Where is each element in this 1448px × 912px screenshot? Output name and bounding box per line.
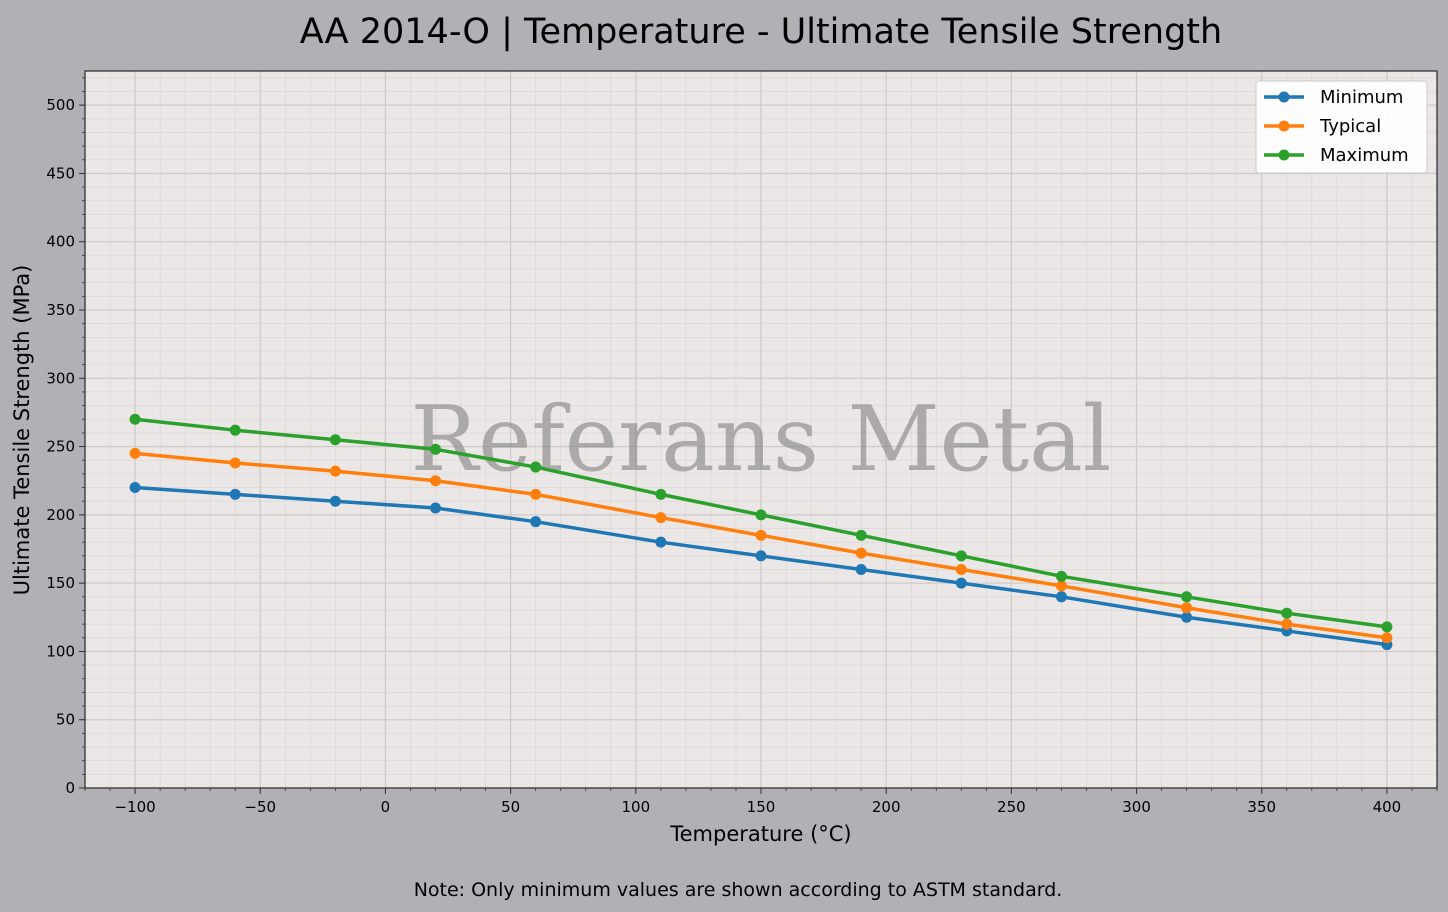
data-point <box>955 550 967 562</box>
data-point <box>229 457 241 469</box>
data-point <box>955 577 967 589</box>
data-point <box>430 475 442 487</box>
data-point <box>129 413 141 425</box>
x-tick-label: 150 <box>747 798 776 816</box>
series-maximum <box>129 413 1393 633</box>
grid <box>84 71 1438 789</box>
series-typical <box>129 447 1393 644</box>
y-tick-label: 350 <box>46 301 75 319</box>
data-point <box>655 536 667 548</box>
data-point <box>655 512 667 524</box>
data-point <box>329 465 341 477</box>
series-minimum <box>129 482 1393 651</box>
x-axis-label: Temperature (°C) <box>669 822 851 846</box>
data-point <box>329 495 341 507</box>
legend-label: Minimum <box>1320 87 1403 108</box>
watermark: Referans Metal <box>410 387 1111 492</box>
legend-marker <box>1278 120 1290 132</box>
x-tick-label: 200 <box>872 798 901 816</box>
x-tick-label: 300 <box>1122 798 1151 816</box>
y-axis-label: Ultimate Tensile Strength (MPa) <box>10 265 34 596</box>
y-tick-label: 100 <box>46 642 75 660</box>
data-point <box>530 516 542 528</box>
x-tick-label: 0 <box>381 798 391 816</box>
data-point <box>129 447 141 459</box>
data-point <box>1181 591 1193 603</box>
data-point <box>1281 618 1293 630</box>
x-tick-label: 50 <box>501 798 520 816</box>
x-tick-label: −100 <box>114 798 155 816</box>
x-tick-label: −50 <box>244 798 276 816</box>
x-tick-label: 100 <box>621 798 650 816</box>
data-point <box>1281 607 1293 619</box>
x-tick-label: 250 <box>997 798 1026 816</box>
y-tick-label: 200 <box>46 506 75 524</box>
data-point <box>855 547 867 559</box>
data-point <box>1381 632 1393 644</box>
footnote: Note: Only minimum values are shown acco… <box>414 879 1063 901</box>
data-point <box>430 502 442 514</box>
data-point <box>1055 580 1067 592</box>
data-point <box>1381 621 1393 633</box>
x-tick-label: 400 <box>1373 798 1402 816</box>
data-point <box>855 529 867 541</box>
y-tick-label: 150 <box>46 574 75 592</box>
data-point <box>755 509 767 521</box>
legend-box <box>1255 80 1428 174</box>
y-tick-label: 300 <box>46 369 75 387</box>
data-point <box>229 424 241 436</box>
data-point <box>1181 611 1193 623</box>
y-tick-label: 450 <box>46 164 75 182</box>
legend: Minimum Typical Maximum <box>1255 80 1428 174</box>
data-point <box>1055 591 1067 603</box>
data-point <box>1055 570 1067 582</box>
y-tick-label: 500 <box>46 96 75 114</box>
ticks: −100 −50 0 50 100 150 200 250 300 350 400 0 50 100 150… <box>46 77 1438 816</box>
data-point <box>1181 602 1193 614</box>
chart-title: AA 2014-O | Temperature - Ultimate Tensi… <box>300 12 1222 52</box>
legend-label: Maximum <box>1320 145 1409 166</box>
y-tick-label: 0 <box>65 779 75 797</box>
y-tick-label: 50 <box>56 711 75 729</box>
y-tick-label: 400 <box>46 233 75 251</box>
data-point <box>530 488 542 500</box>
data-point <box>430 443 442 455</box>
data-point <box>329 434 341 446</box>
data-point <box>129 482 141 494</box>
data-point <box>855 563 867 575</box>
y-tick-label: 250 <box>46 438 75 456</box>
data-point <box>229 488 241 500</box>
data-point <box>530 461 542 473</box>
legend-marker <box>1278 149 1290 161</box>
data-point <box>955 563 967 575</box>
data-point <box>755 550 767 562</box>
data-point <box>755 529 767 541</box>
data-point <box>655 488 667 500</box>
series-group <box>129 413 1393 651</box>
legend-label: Typical <box>1319 116 1381 137</box>
x-tick-label: 350 <box>1247 798 1276 816</box>
legend-marker <box>1278 91 1290 103</box>
